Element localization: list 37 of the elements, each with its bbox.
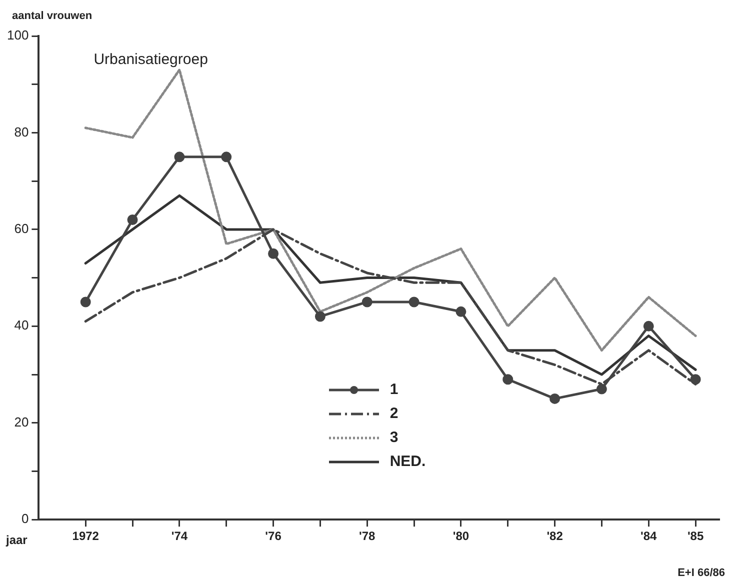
legend-label: 1 [390, 381, 398, 398]
legend-label: 3 [390, 429, 398, 446]
x-tick-label: '82 [546, 529, 564, 544]
legend-label: 2 [390, 405, 398, 422]
y-tick-label: 0 [21, 511, 29, 526]
point [268, 248, 279, 259]
legend-label: NED. [390, 453, 426, 470]
point [314, 311, 326, 322]
y-tick-label: 40 [14, 318, 29, 333]
y-tick-label: 80 [14, 124, 29, 140]
x-axis-title: jaar [5, 532, 28, 547]
x-tick-label: '74 [171, 529, 188, 544]
point [80, 296, 91, 308]
line-series [84, 68, 697, 352]
point [362, 296, 372, 308]
y-tick-label: 60 [14, 221, 29, 236]
point [174, 152, 185, 162]
x-tick-label: '85 [687, 529, 704, 544]
y-tick-label: 100 [6, 28, 29, 43]
annotation: Urbanisatiegroep [94, 51, 208, 68]
y-axis-title: aantal vrouwen [12, 10, 92, 22]
point [596, 384, 607, 394]
point [408, 296, 420, 308]
point [502, 374, 514, 385]
x-tick-label: '80 [452, 529, 470, 544]
x-tick-label: '84 [640, 529, 658, 544]
point [456, 306, 466, 317]
point [690, 374, 701, 385]
point [221, 152, 232, 162]
x-tick-label: '76 [265, 529, 282, 544]
point [643, 320, 654, 332]
x-tick-label: '78 [359, 529, 376, 544]
text: E+I 66/86 [678, 567, 725, 580]
point [550, 393, 560, 404]
y-tick-label: 20 [14, 414, 29, 430]
x-tick-label: 1972 [72, 529, 100, 544]
point [127, 214, 138, 226]
